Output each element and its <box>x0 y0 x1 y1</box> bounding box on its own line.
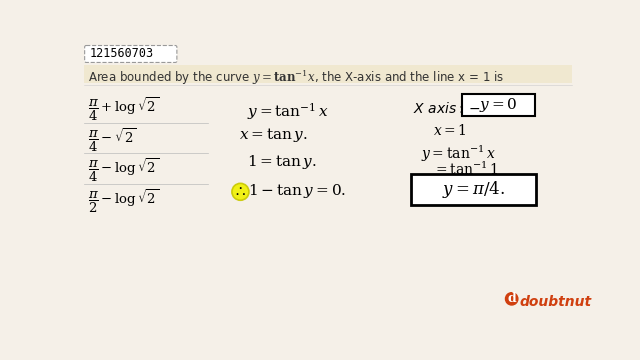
Circle shape <box>232 183 249 200</box>
Text: $\dfrac{\pi}{4} + \log\sqrt{2}$: $\dfrac{\pi}{4} + \log\sqrt{2}$ <box>88 95 159 123</box>
FancyBboxPatch shape <box>84 45 177 62</box>
Text: $\therefore 1 - \tan y = 0.$: $\therefore 1 - \tan y = 0.$ <box>234 182 347 200</box>
Text: $1 = \tan y.$: $1 = \tan y.$ <box>246 153 316 171</box>
Text: $X$ $axis:-$: $X$ $axis:-$ <box>413 101 481 116</box>
Text: $y = \tan^{-1}x$: $y = \tan^{-1}x$ <box>246 101 328 122</box>
Text: 121560703: 121560703 <box>90 48 154 60</box>
Text: $= \tan^{-1}1$: $= \tan^{-1}1$ <box>433 161 498 178</box>
Text: $y = \tan^{-1}x$: $y = \tan^{-1}x$ <box>421 143 496 163</box>
Text: d: d <box>508 292 516 305</box>
Text: $\dfrac{\pi}{4} - \sqrt{2}$: $\dfrac{\pi}{4} - \sqrt{2}$ <box>88 126 136 154</box>
Circle shape <box>506 293 518 305</box>
Text: $x = \tan y.$: $x = \tan y.$ <box>239 126 307 144</box>
FancyBboxPatch shape <box>84 65 572 83</box>
Text: $x = 1$: $x = 1$ <box>433 123 466 138</box>
FancyBboxPatch shape <box>411 174 536 205</box>
Text: $\dfrac{\pi}{4} - \log\sqrt{2}$: $\dfrac{\pi}{4} - \log\sqrt{2}$ <box>88 157 159 184</box>
Text: $\dfrac{\pi}{2} - \log\sqrt{2}$: $\dfrac{\pi}{2} - \log\sqrt{2}$ <box>88 188 159 215</box>
Text: doubtnut: doubtnut <box>520 295 591 309</box>
FancyBboxPatch shape <box>462 94 535 116</box>
Text: $y = 0$: $y = 0$ <box>479 96 518 114</box>
Text: Area bounded by the curve $y = \mathbf{tan}^{-1}x$, the X-axis and the line x = : Area bounded by the curve $y = \mathbf{t… <box>88 68 504 87</box>
Text: $y = \pi/4.$: $y = \pi/4.$ <box>442 179 505 200</box>
